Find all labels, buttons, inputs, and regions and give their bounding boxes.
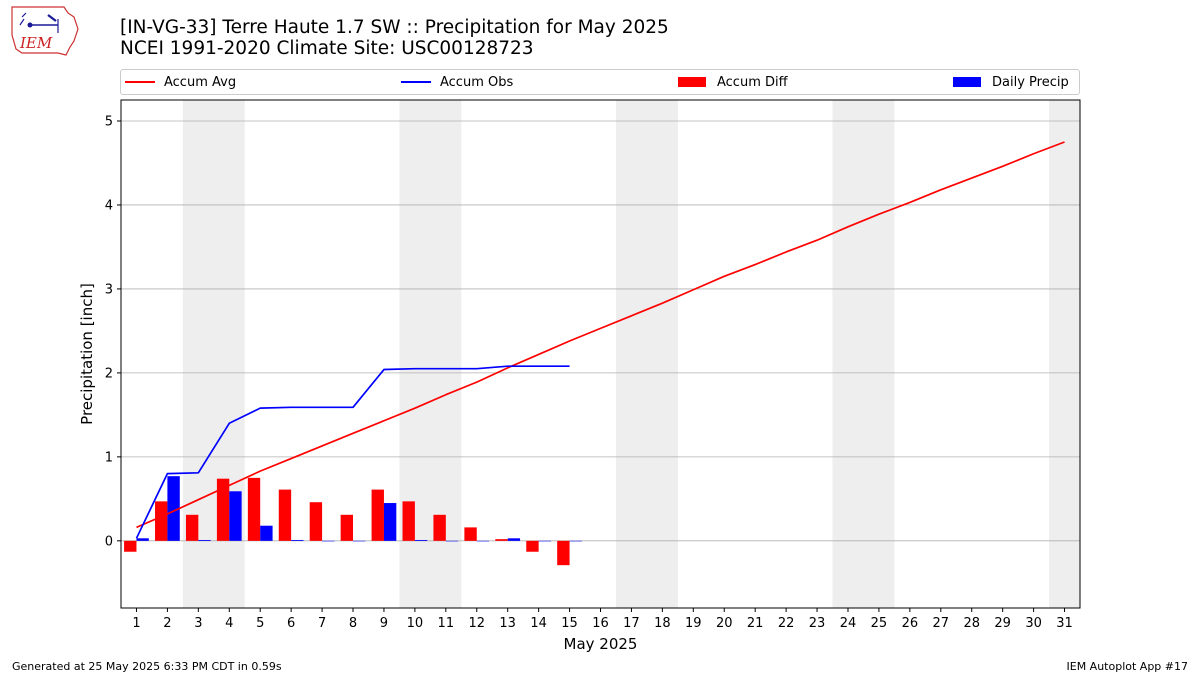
bar-accum-diff-day-8 [340,514,354,541]
legend-label-accum-obs: Accum Obs [440,74,514,90]
bar-accum-diff-day-12 [464,527,477,541]
bar-daily-precip-day-10 [414,539,428,541]
bar-accum-diff-day-13 [495,539,508,541]
x-tick-label-30: 30 [1025,616,1042,631]
x-tick-label-9: 9 [380,616,388,631]
bar-daily-precip-day-7 [322,540,335,542]
bar-accum-diff-day-6 [278,489,292,541]
x-tick-label-28: 28 [963,616,980,631]
x-tick-label-14: 14 [530,616,547,631]
x-tick-label-2: 2 [163,616,171,631]
x-tick-label-23: 23 [809,616,826,631]
x-tick-label-13: 13 [499,616,516,631]
bar-daily-precip-day-11 [445,540,459,542]
x-tick-label-7: 7 [318,616,326,631]
x-tick-label-11: 11 [438,616,455,631]
x-tick-label-18: 18 [654,616,671,631]
x-tick-label-10: 10 [407,616,424,631]
x-tick-label-29: 29 [994,616,1011,631]
legend-swatch-accum-diff [678,77,706,87]
bar-accum-diff-day-2 [155,501,168,541]
y-tick-label-1: 1 [105,450,113,465]
legend-swatch-accum-avg [125,81,155,83]
x-tick-label-19: 19 [685,616,702,631]
bar-accum-diff-day-4 [216,478,230,541]
bar-daily-precip-day-12 [476,540,490,542]
bar-daily-precip-day-15 [569,540,582,542]
legend-swatch-accum-obs [401,81,431,83]
x-tick-label-27: 27 [933,616,950,631]
x-tick-label-4: 4 [225,616,233,631]
x-tick-label-21: 21 [747,616,764,631]
line-accum-obs [135,365,570,539]
x-tick-label-22: 22 [778,616,795,631]
bar-accum-diff-day-1 [124,540,137,552]
legend-item-accum-diff: Accum Diff [678,74,788,90]
x-axis-label: May 2025 [564,635,638,653]
weekend-band-4 [832,100,895,608]
footer-generated-text: Generated at 25 May 2025 6:33 PM CDT in … [12,660,282,673]
legend-label-daily-precip: Daily Precip [992,74,1069,90]
x-tick-label-31: 31 [1056,616,1073,631]
x-tick-label-3: 3 [194,616,202,631]
x-tick-label-24: 24 [840,616,857,631]
legend-item-accum-obs: Accum Obs [401,74,513,90]
logo-text: IEM [19,34,53,52]
x-tick-label-1: 1 [132,616,140,631]
weekend-band-5 [1049,100,1080,608]
chart-legend: Accum Avg Accum Obs Accum Diff Daily Pre… [120,69,1080,95]
bar-accum-diff-day-14 [526,540,539,552]
x-tick-label-20: 20 [716,616,733,631]
x-tick-label-17: 17 [623,616,640,631]
bar-accum-diff-day-10 [402,501,415,541]
chart-title-line2: NCEI 1991-2020 Climate Site: USC00128723 [120,38,534,59]
chart-title: [IN-VG-33] Terre Haute 1.7 SW :: Precipi… [120,17,669,59]
footer-app-text: IEM Autoplot App #17 [1066,660,1189,673]
bar-accum-diff-day-7 [309,502,323,541]
x-tick-label-12: 12 [468,616,485,631]
legend-label-accum-diff: Accum Diff [717,74,788,90]
bar-daily-precip-day-8 [353,540,366,542]
legend-item-accum-avg: Accum Avg [125,74,236,90]
line-accum-avg [136,141,1065,529]
x-tick-label-5: 5 [256,616,264,631]
iem-logo: IEM [11,6,79,56]
bar-daily-precip-day-5 [260,525,273,541]
bar-daily-precip-day-13 [507,538,521,541]
y-tick-label-3: 3 [105,282,113,297]
y-axis-label: Precipitation [inch] [78,283,96,425]
bar-daily-precip-day-3 [198,539,211,541]
chart-title-line1: [IN-VG-33] Terre Haute 1.7 SW :: Precipi… [120,17,669,38]
weekend-band-3 [615,100,678,608]
bar-daily-precip-day-9 [383,503,397,541]
bar-daily-precip-day-14 [538,540,552,542]
y-tick-label-5: 5 [105,114,113,129]
x-tick-label-26: 26 [902,616,919,631]
legend-swatch-daily-precip [953,77,981,87]
y-tick-label-4: 4 [105,198,113,213]
x-tick-label-16: 16 [592,616,609,631]
bar-accum-diff-day-9 [371,489,384,541]
x-tick-label-8: 8 [349,616,357,631]
bar-accum-diff-day-11 [433,514,446,541]
x-tick-label-6: 6 [287,616,295,631]
y-tick-label-2: 2 [105,366,113,381]
bar-accum-diff-day-15 [557,540,570,566]
y-tick-label-0: 0 [105,534,113,549]
bar-accum-diff-day-5 [247,477,261,541]
bar-daily-precip-day-4 [229,491,242,541]
bar-daily-precip-day-1 [136,538,149,541]
x-tick-label-25: 25 [871,616,888,631]
legend-item-daily-precip: Daily Precip [953,74,1069,90]
legend-label-accum-avg: Accum Avg [164,74,237,90]
bar-daily-precip-day-2 [167,476,180,541]
bar-daily-precip-day-6 [291,539,304,541]
x-tick-label-15: 15 [561,616,578,631]
bar-accum-diff-day-3 [185,514,199,541]
